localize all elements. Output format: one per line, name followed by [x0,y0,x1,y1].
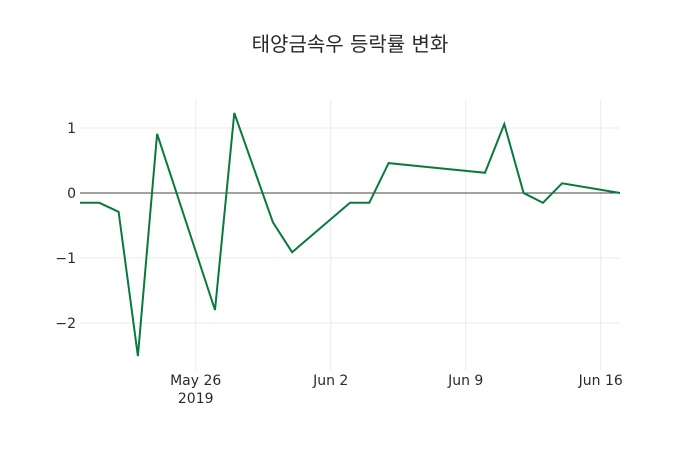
series-line [80,112,621,357]
x-tick-label: Jun 16 [578,373,623,389]
y-tick-label: 1 [67,121,76,137]
x-axis-ticks: May 26 2019 Jun 2 Jun 9 Jun 16 [170,373,623,407]
y-axis-ticks: 1 0 −1 −2 [55,121,76,332]
y-tick-label: −1 [55,251,76,267]
x-tick-label: Jun 9 [447,373,483,389]
chart-title: 태양금속우 등락률 변화 [251,32,449,56]
x-tick-year-label: 2019 [178,391,214,407]
y-tick-label: 0 [67,186,76,202]
x-tick-label: May 26 [170,373,221,389]
y-tick-label: −2 [55,316,76,332]
x-tick-label: Jun 2 [312,373,348,389]
grid-lines [80,100,620,370]
